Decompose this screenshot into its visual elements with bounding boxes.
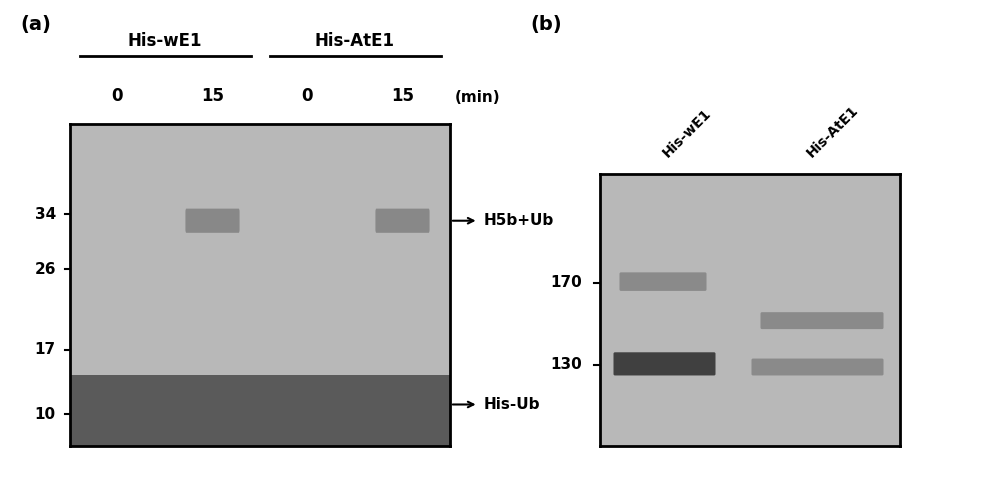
Text: His-wE1: His-wE1 xyxy=(128,32,202,50)
Text: 10: 10 xyxy=(35,407,56,422)
Text: 130: 130 xyxy=(550,357,582,372)
FancyBboxPatch shape xyxy=(185,209,240,233)
Text: 170: 170 xyxy=(550,275,582,290)
FancyBboxPatch shape xyxy=(620,272,706,291)
Text: 0: 0 xyxy=(112,87,123,105)
Text: (min): (min) xyxy=(455,90,500,105)
Text: 17: 17 xyxy=(35,342,56,357)
FancyBboxPatch shape xyxy=(614,352,716,375)
Text: 0: 0 xyxy=(302,87,313,105)
FancyBboxPatch shape xyxy=(752,359,884,375)
Text: (b): (b) xyxy=(530,15,562,34)
Text: 15: 15 xyxy=(201,87,224,105)
FancyBboxPatch shape xyxy=(375,209,430,233)
Text: 26: 26 xyxy=(34,261,56,277)
Text: H5b+Ub: H5b+Ub xyxy=(483,213,554,228)
Text: 34: 34 xyxy=(34,207,56,222)
Text: His-Ub: His-Ub xyxy=(483,397,540,412)
Bar xyxy=(70,375,450,446)
Text: 15: 15 xyxy=(391,87,414,105)
Text: His-wE1: His-wE1 xyxy=(660,106,714,160)
Text: His-AtE1: His-AtE1 xyxy=(315,32,395,50)
Text: His-AtE1: His-AtE1 xyxy=(804,103,861,160)
FancyBboxPatch shape xyxy=(761,312,884,329)
Text: (a): (a) xyxy=(20,15,51,34)
